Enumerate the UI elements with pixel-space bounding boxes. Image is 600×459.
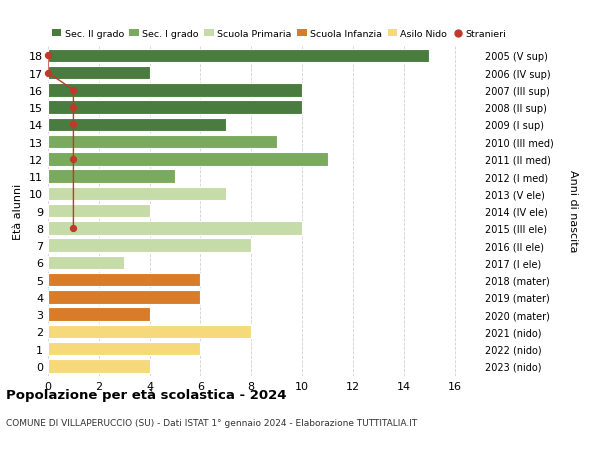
Point xyxy=(68,87,78,95)
Bar xyxy=(48,67,149,80)
Y-axis label: Anni di nascita: Anni di nascita xyxy=(568,170,577,252)
Bar xyxy=(48,50,429,63)
Bar xyxy=(48,170,175,184)
Bar xyxy=(48,118,226,132)
Point xyxy=(68,225,78,232)
Bar xyxy=(48,239,251,252)
Point xyxy=(68,121,78,129)
Text: Popolazione per età scolastica - 2024: Popolazione per età scolastica - 2024 xyxy=(6,388,287,401)
Bar xyxy=(48,153,328,166)
Y-axis label: Età alunni: Età alunni xyxy=(13,183,23,239)
Text: COMUNE DI VILLAPERUCCIO (SU) - Dati ISTAT 1° gennaio 2024 - Elaborazione TUTTITA: COMUNE DI VILLAPERUCCIO (SU) - Dati ISTA… xyxy=(6,418,417,427)
Legend: Sec. II grado, Sec. I grado, Scuola Primaria, Scuola Infanzia, Asilo Nido, Stran: Sec. II grado, Sec. I grado, Scuola Prim… xyxy=(48,26,510,43)
Bar xyxy=(48,325,251,338)
Bar xyxy=(48,291,200,304)
Bar xyxy=(48,187,226,201)
Bar xyxy=(48,222,302,235)
Bar xyxy=(48,342,200,356)
Bar xyxy=(48,273,200,287)
Bar xyxy=(48,204,149,218)
Bar xyxy=(48,359,149,373)
Point xyxy=(43,70,53,77)
Point xyxy=(43,52,53,60)
Point xyxy=(68,156,78,163)
Bar xyxy=(48,308,149,321)
Bar xyxy=(48,256,124,269)
Point xyxy=(68,104,78,112)
Bar xyxy=(48,135,277,149)
Bar xyxy=(48,84,302,97)
Bar xyxy=(48,101,302,115)
